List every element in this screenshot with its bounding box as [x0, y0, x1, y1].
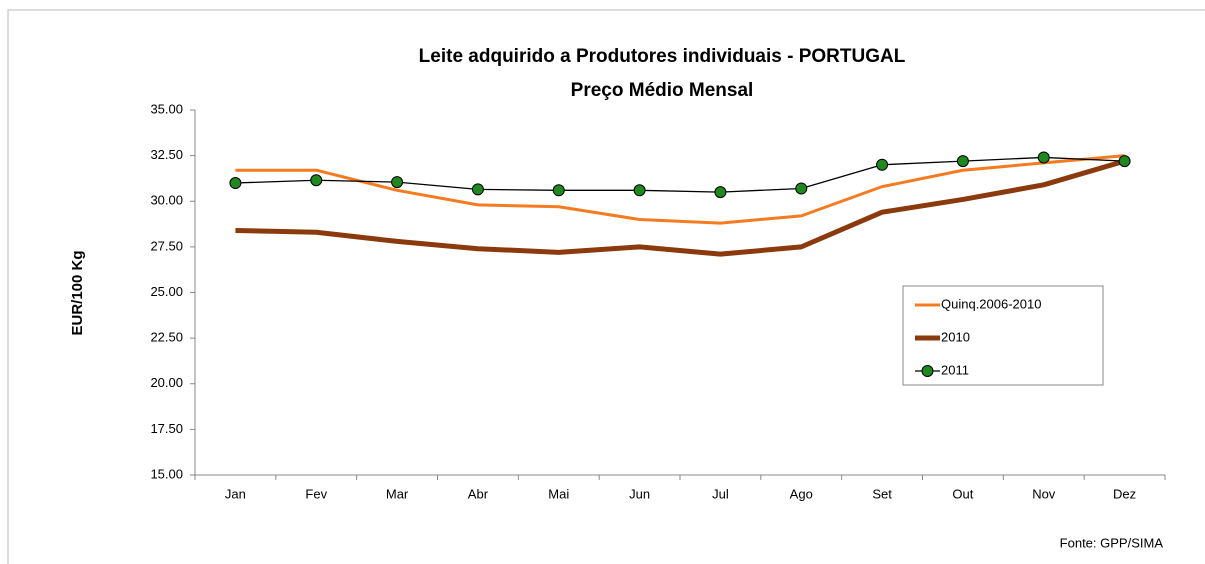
y-tick-label: 17.50	[150, 421, 183, 436]
series-marker	[391, 176, 404, 189]
y-tick-label: 15.00	[150, 466, 183, 481]
x-tick-label: Mar	[386, 486, 409, 501]
x-tick-label: Fev	[305, 486, 327, 501]
series-marker	[552, 184, 565, 197]
chart-title: Leite adquirido a Produtores individuais…	[419, 46, 906, 67]
x-tick-label: Mai	[548, 486, 569, 501]
x-tick-label: Dez	[1113, 486, 1136, 501]
y-tick-label: 30.00	[150, 193, 183, 208]
series-line	[235, 154, 1125, 225]
y-axis-title: EUR/100 Kg	[69, 250, 86, 335]
series-line	[235, 158, 1126, 257]
series-line	[235, 156, 1125, 193]
x-tick-label: Out	[952, 486, 973, 501]
series-marker	[876, 158, 889, 171]
y-tick-label: 32.50	[150, 147, 183, 162]
y-tick-label: 35.00	[150, 101, 183, 116]
chart-subtitle: Preço Médio Mensal	[571, 80, 754, 101]
x-tick-label: Nov	[1032, 486, 1056, 501]
series-marker	[1037, 151, 1050, 164]
x-tick-label: Set	[872, 486, 892, 501]
series-marker	[1118, 155, 1131, 168]
legend-marker	[921, 365, 934, 377]
y-tick-label: 25.00	[150, 284, 183, 299]
x-tick-label: Ago	[790, 486, 813, 501]
y-tick-label: 27.50	[150, 238, 183, 253]
series-marker	[633, 184, 646, 197]
y-tick-label: 20.00	[150, 375, 183, 390]
series-marker	[795, 182, 808, 195]
legend-label: 2011	[941, 362, 969, 377]
x-tick-label: Jan	[225, 486, 246, 501]
legend-label: 2010	[941, 329, 970, 344]
source-note: Fonte: GPP/SIMA	[1060, 535, 1164, 550]
x-tick-label: Jun	[629, 486, 650, 501]
series-marker	[310, 174, 323, 187]
legend-label: Quinq.2006-2010	[941, 296, 1041, 311]
series-marker	[471, 183, 484, 196]
series-marker	[714, 186, 727, 199]
chart-frame	[7, 9, 1205, 564]
y-tick-label: 22.50	[150, 330, 183, 345]
series-marker	[956, 155, 969, 168]
x-tick-label: Abr	[468, 486, 489, 501]
x-tick-label: Jul	[712, 486, 729, 501]
series-marker	[229, 177, 242, 189]
